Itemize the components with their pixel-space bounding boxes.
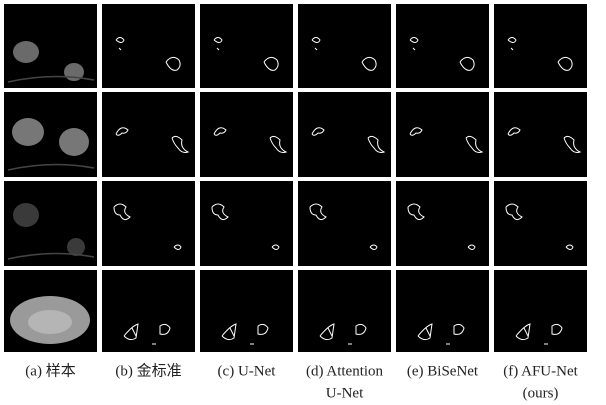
image-background	[298, 4, 391, 88]
figure: (a) 样本 (b) 金标准 (c) U-Net (d) Attention U-Net…	[0, 0, 606, 405]
image-background	[396, 4, 489, 88]
panel-caption: U-Net	[326, 385, 364, 401]
panel-caption: (ours)	[523, 385, 559, 401]
image-tile	[102, 92, 195, 177]
image-tile	[396, 92, 489, 177]
image-tile	[4, 4, 97, 88]
panel-caption: (c) U-Net	[218, 363, 277, 379]
image-tile	[298, 4, 391, 88]
image-tile	[200, 92, 293, 177]
image-tile	[4, 92, 97, 177]
ct-organ	[59, 128, 89, 156]
image-tile	[298, 181, 391, 266]
image-tile	[494, 181, 587, 266]
ct-organ	[12, 118, 44, 146]
image-background	[494, 181, 587, 266]
image-background	[102, 181, 195, 266]
image-background	[298, 270, 391, 352]
image-tile	[494, 92, 587, 177]
image-tile	[298, 92, 391, 177]
image-background	[102, 4, 195, 88]
ct-organ	[13, 203, 39, 227]
image-tile	[396, 181, 489, 266]
ct-organ	[13, 41, 39, 63]
image-background	[298, 181, 391, 266]
image-background	[200, 270, 293, 352]
image-tile	[102, 270, 195, 352]
image-background	[494, 270, 587, 352]
image-background	[102, 270, 195, 352]
image-tile	[396, 270, 489, 352]
panel-caption: (b) 金标准	[115, 362, 181, 379]
image-tile	[494, 4, 587, 88]
image-tile	[4, 181, 97, 266]
panel-caption: (e) BiSeNet	[407, 363, 479, 379]
image-background	[396, 181, 489, 266]
panel-caption: (a) 样本	[25, 362, 75, 379]
image-tile	[4, 270, 97, 352]
panel-caption: (d) Attention	[306, 363, 384, 379]
image-tile	[298, 270, 391, 352]
image-tile	[200, 270, 293, 352]
panel-caption: (f) AFU-Net	[503, 363, 578, 379]
image-background	[200, 181, 293, 266]
image-tile	[102, 4, 195, 88]
image-background	[200, 4, 293, 88]
image-background	[494, 4, 587, 88]
ct-organ	[28, 310, 72, 334]
image-tile	[494, 270, 587, 352]
image-tile	[200, 181, 293, 266]
image-tile	[200, 4, 293, 88]
image-tile	[102, 181, 195, 266]
image-tile	[396, 4, 489, 88]
image-background	[396, 270, 489, 352]
